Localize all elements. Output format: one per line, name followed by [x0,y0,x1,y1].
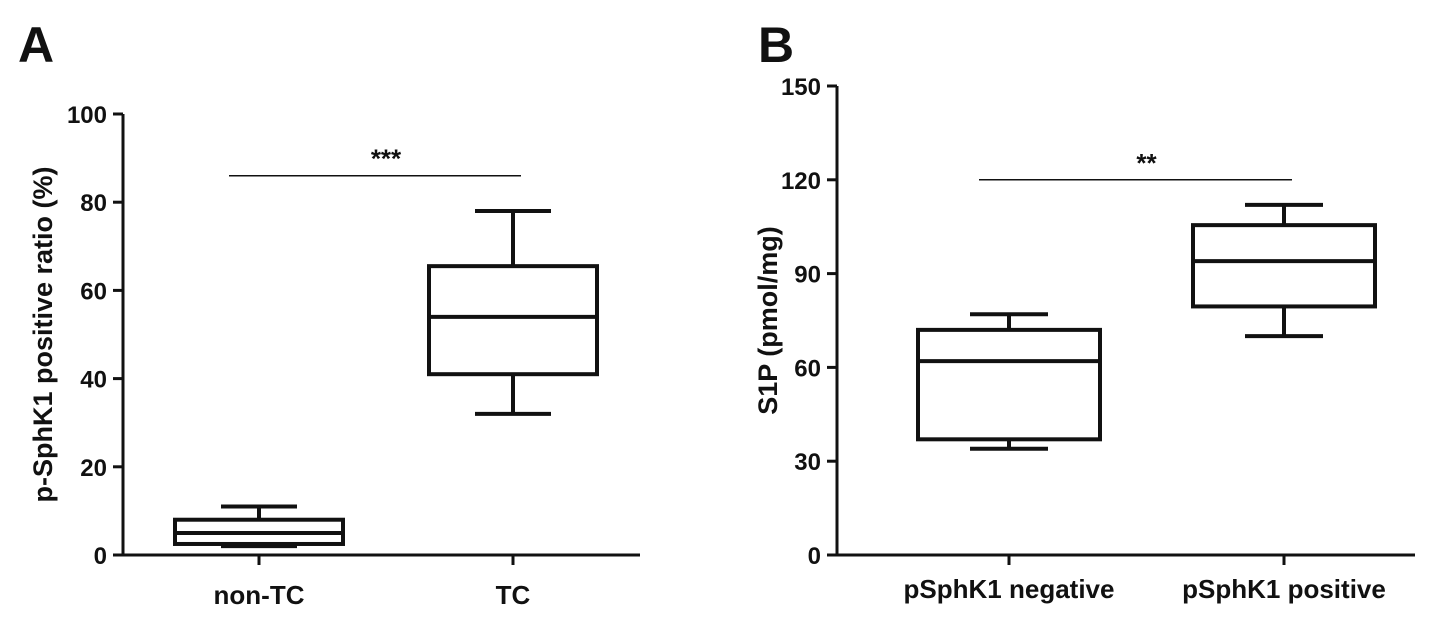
x-tick-label: TC [496,580,531,610]
y-axis-title: S1P (pmol/mg) [753,226,783,415]
panel-letter: A [18,17,54,73]
y-tick-label: 120 [781,168,821,195]
y-tick-label: 100 [67,102,107,129]
y-tick-label: 90 [794,262,821,289]
y-tick-label: 30 [794,449,821,476]
y-tick-label: 20 [80,455,107,482]
significance-label: ** [1136,148,1157,178]
panel-a: A 0 20 40 60 80 100 p-SphK1 positive ratio (%) n… [18,17,640,610]
y-axis-title: p-SphK1 positive ratio (%) [28,166,58,502]
box-iqr [916,327,1102,442]
box-iqr [1191,223,1377,309]
y-tick-label: 60 [794,355,821,382]
box-iqr [427,264,599,377]
x-tick-label: non-TC [214,580,305,610]
x-tick-label: pSphK1 negative [904,574,1115,604]
y-tick-label: 0 [94,543,107,570]
panel-b: B 0 30 60 90 120 150 S1P (pmol/mg) pSphK1 negati… [753,17,1415,604]
y-tick-label: 150 [781,74,821,101]
y-tick-label: 40 [80,367,107,394]
significance-label: *** [371,144,402,174]
y-tick-label: 80 [80,190,107,217]
y-tick-label: 0 [808,543,821,570]
y-tick-label: 60 [80,278,107,305]
panel-letter: B [758,17,794,73]
x-tick-label: pSphK1 positive [1182,574,1386,604]
